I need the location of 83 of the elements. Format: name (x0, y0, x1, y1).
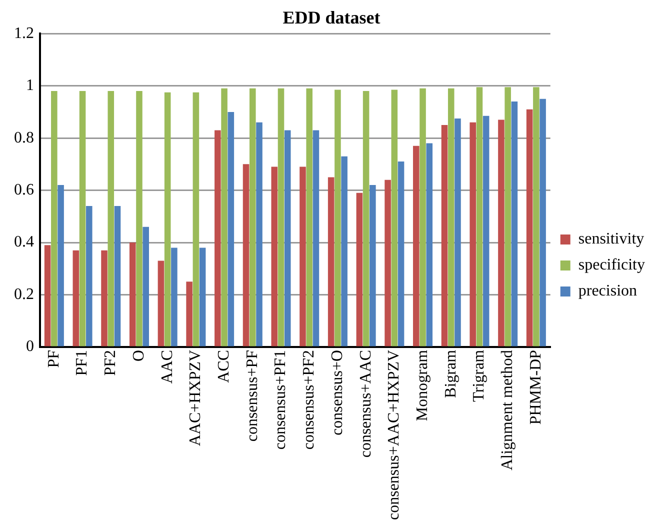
bar (256, 122, 262, 346)
bar (129, 242, 136, 346)
x-tick-label: consensus+AAC (357, 350, 374, 458)
bar (101, 250, 108, 346)
y-tick-label: 0 (26, 338, 34, 356)
bar (312, 130, 320, 346)
bar (413, 146, 420, 346)
x-tick-label: Monogram (414, 349, 431, 422)
bar (79, 91, 86, 346)
bar (114, 206, 121, 346)
bar (511, 101, 518, 346)
x-tick-label: O (130, 350, 148, 362)
bar (250, 88, 256, 346)
bar (108, 91, 114, 346)
x-tick-label: consensus+PF2 (300, 350, 318, 450)
bar (426, 143, 433, 346)
bar (341, 156, 348, 346)
x-tick-label: consensus+PF1 (272, 350, 290, 450)
bar (356, 192, 363, 346)
bar (192, 92, 200, 346)
bar (420, 88, 426, 346)
bar (284, 130, 291, 346)
bar (86, 206, 92, 346)
bar (300, 166, 306, 346)
bar (158, 260, 164, 346)
bar (441, 124, 448, 346)
x-tick-label: PHMM-DP (527, 350, 544, 425)
bar (44, 245, 51, 346)
legend-label: sensitivity (578, 230, 644, 248)
bar (398, 162, 404, 346)
y-tick-label: 0.6 (14, 181, 34, 198)
bar (540, 98, 546, 346)
bar (526, 109, 533, 346)
bar (186, 282, 192, 346)
bar (334, 90, 341, 346)
bar (391, 90, 398, 346)
bar (164, 92, 171, 346)
x-tick-label: Alignment method (499, 350, 516, 470)
bar (278, 88, 284, 346)
y-tick-label: 1 (26, 77, 34, 94)
bar (136, 91, 142, 346)
bar (476, 87, 483, 346)
bar (482, 116, 490, 346)
y-tick-label: 1.2 (14, 24, 34, 42)
bar (306, 88, 312, 346)
bar (504, 87, 511, 346)
bar (448, 88, 454, 346)
y-tick-label: 0.2 (14, 286, 34, 303)
bar (142, 226, 149, 346)
bar (228, 112, 234, 346)
x-tick-label: Bigram (442, 349, 460, 398)
bar (58, 185, 64, 346)
bar (498, 120, 504, 346)
legend-label: precision (578, 282, 638, 300)
y-tick-label: 0.8 (14, 129, 34, 146)
bar (214, 130, 221, 346)
bar (384, 180, 391, 346)
bar (271, 166, 278, 346)
x-tick-label: PF2 (102, 350, 120, 376)
x-tick-label: consensus+AAC+HXPZV (386, 350, 403, 520)
bar (171, 248, 178, 346)
x-tick-label: consensus+O (328, 350, 346, 436)
x-tick-label: PF1 (74, 350, 91, 376)
bar (533, 87, 540, 346)
bar (51, 91, 58, 346)
x-tick-label: Trigram (470, 349, 488, 402)
y-tick-label: 0.4 (14, 234, 34, 251)
x-tick-label: AAC (158, 350, 176, 384)
bar (454, 118, 461, 346)
bar (470, 122, 476, 346)
bar (199, 248, 206, 346)
bar (242, 164, 250, 346)
bar (362, 91, 370, 346)
x-tick-label: PF (45, 350, 62, 368)
chart-title: EDD dataset (282, 7, 380, 28)
x-tick-label: consensus+PF (244, 350, 261, 442)
bar (221, 88, 228, 346)
bar (370, 185, 376, 346)
x-tick-label: ACC (216, 350, 232, 383)
bar (328, 177, 334, 346)
x-tick-label: AAC+HXPZV (187, 350, 204, 446)
bar (72, 250, 80, 346)
legend-label: specificity (578, 256, 645, 274)
